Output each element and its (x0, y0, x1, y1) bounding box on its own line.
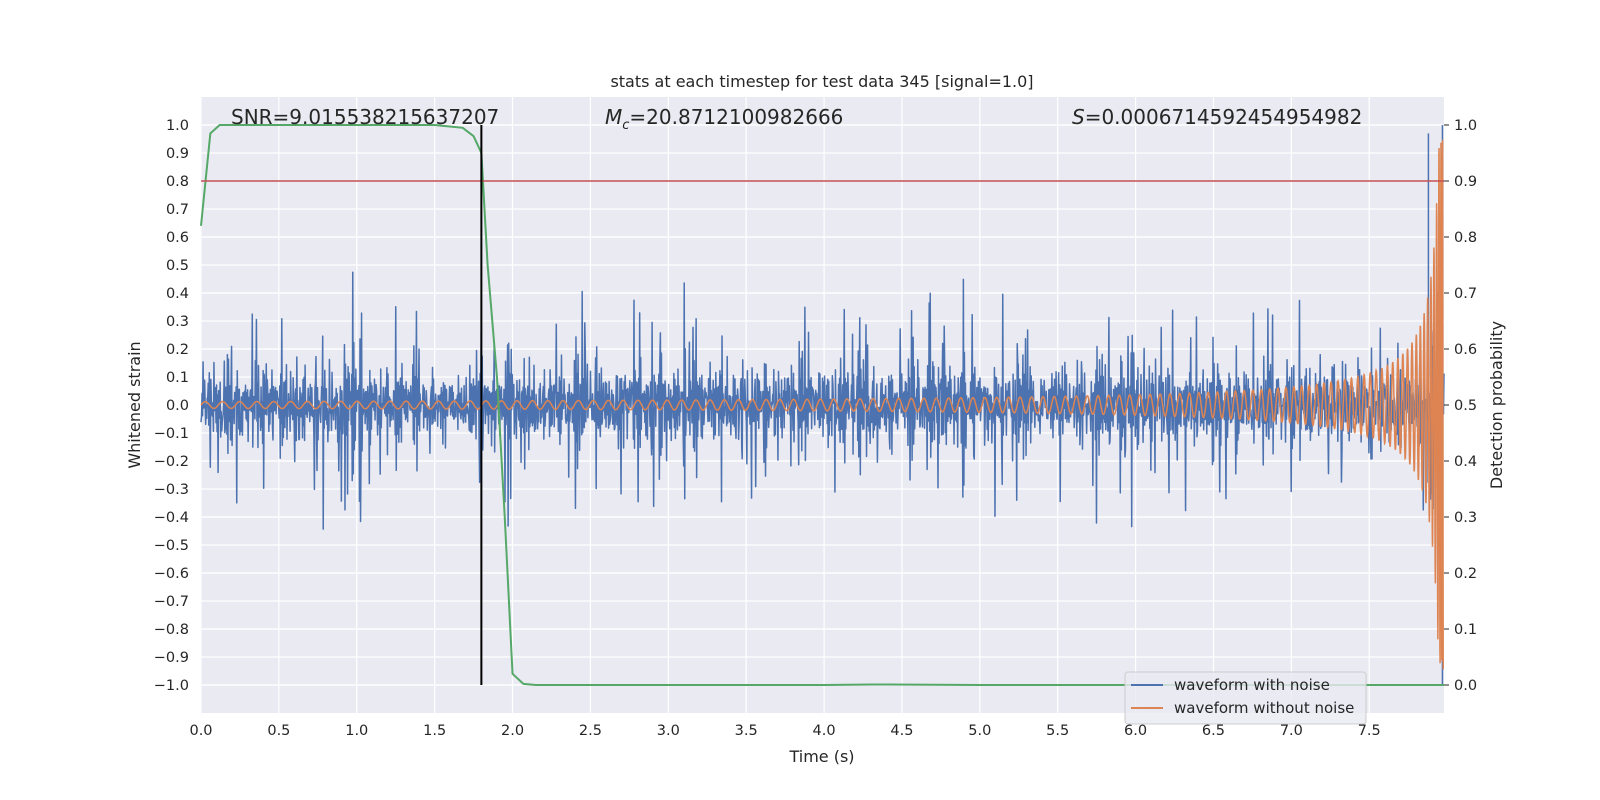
y-tick-label: −0.7 (154, 594, 189, 610)
series-waveform-without-noise (200, 139, 1444, 670)
y-tick-label: 0.0 (166, 398, 189, 414)
y-axis-label: Whitened strain (125, 341, 144, 468)
y-tick-label: 0.9 (166, 146, 189, 162)
y-tick-label: −0.8 (154, 622, 189, 638)
y2-tick-label: 1.0 (1454, 118, 1477, 134)
y-tick-label: 0.7 (166, 202, 189, 218)
x-tick-label: 2.0 (501, 723, 524, 739)
x-tick-label: 7.0 (1280, 723, 1303, 739)
y2-tick-label: 0.8 (1454, 230, 1477, 246)
y2-tick-label: 0.1 (1454, 622, 1477, 638)
chirp-mass-symbol: M (605, 105, 622, 129)
legend-label-clean: waveform without noise (1174, 699, 1354, 717)
y-tick-label: 1.0 (166, 118, 189, 134)
legend-label-noise: waveform with noise (1174, 676, 1330, 694)
overlay-layer (200, 124, 1444, 686)
significance-value: =0.0006714592454954982 (1085, 105, 1363, 129)
y-tick-label: −0.5 (154, 538, 189, 554)
x-tick-label: 3.5 (735, 723, 758, 739)
y-tick-label: −0.3 (154, 482, 189, 498)
y-tick-label: 0.5 (166, 258, 189, 274)
y2-tick-label: 0.7 (1454, 286, 1477, 302)
x-tick-label: 0.0 (189, 723, 212, 739)
y2-tick-label: 0.5 (1454, 398, 1477, 414)
x-tick-label: 4.5 (890, 723, 913, 739)
snr-annotation: SNR=9.015538215637207 (231, 105, 499, 129)
x-tick-label: 7.5 (1358, 723, 1381, 739)
y2-tick-label: 0.0 (1454, 678, 1477, 694)
y2-tick-label: 0.3 (1454, 510, 1477, 526)
significance-annotation: S=0.0006714592454954982 (1072, 105, 1362, 129)
y-tick-label: 0.6 (166, 230, 189, 246)
y2-axis-label: Detection probability (1487, 321, 1506, 489)
y-tick-label: −0.4 (154, 510, 189, 526)
y-tick-label: −0.6 (154, 566, 189, 582)
y2-tick-label: 0.6 (1454, 342, 1477, 358)
y2-tick-label: 0.4 (1454, 454, 1477, 470)
y-tick-label: 0.2 (166, 342, 189, 358)
y-tick-label: −1.0 (154, 678, 189, 694)
legend-box (1124, 671, 1367, 725)
series-layer (200, 125, 1445, 685)
x-tick-label: 1.0 (345, 723, 368, 739)
y-tick-label: 0.3 (166, 314, 189, 330)
chirp-mass-annotation: Mc=20.8712100982666 (605, 105, 843, 133)
y-tick-label: 0.1 (166, 370, 189, 386)
x-axis-label: Time (s) (788, 747, 854, 766)
y2-tick-label: 0.2 (1454, 566, 1477, 582)
x-tick-label: 4.0 (813, 723, 836, 739)
chirp-mass-value: =20.8712100982666 (629, 105, 843, 129)
y-tick-label: 0.8 (166, 174, 189, 190)
x-tick-label: 6.5 (1202, 723, 1225, 739)
x-tick-label: 5.0 (968, 723, 991, 739)
y-tick-label: 0.4 (166, 286, 189, 302)
y-tick-label: −0.2 (154, 454, 189, 470)
tick-labels: 0.0 0.5 1.0 1.5 2.0 2.5 3.0 3.5 4.0 4.5 5.0 5.5 6.0 6… (154, 118, 1477, 739)
x-tick-label: 0.5 (267, 723, 290, 739)
y-tick-label: −0.9 (154, 650, 189, 666)
x-tick-label: 2.5 (579, 723, 602, 739)
x-tick-label: 1.5 (423, 723, 446, 739)
series-detection-probability (200, 124, 1444, 686)
x-tick-label: 6.0 (1124, 723, 1147, 739)
x-tick-label: 3.0 (657, 723, 680, 739)
y-tick-label: −0.1 (154, 426, 189, 442)
x-tick-label: 5.5 (1046, 723, 1069, 739)
chart-title: stats at each timestep for test data 345… (610, 72, 1033, 91)
chirp-mass-subscript: c (622, 118, 629, 133)
significance-symbol: S (1072, 105, 1085, 129)
y2-tick-label: 0.9 (1454, 174, 1477, 190)
legend: waveform with noise waveform without noi… (1124, 671, 1367, 725)
